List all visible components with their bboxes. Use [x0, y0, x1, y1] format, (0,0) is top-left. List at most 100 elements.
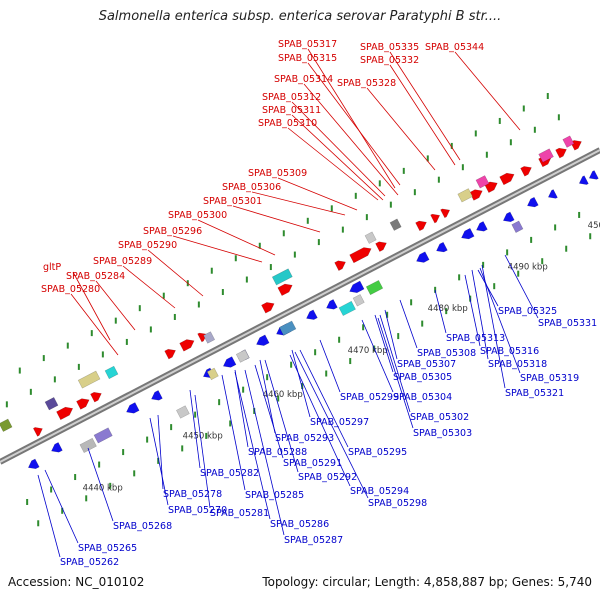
scale-tick — [306, 217, 309, 224]
feature-box-shape — [235, 349, 250, 363]
scale-tick — [205, 432, 208, 439]
feature-box-shape — [44, 397, 59, 411]
feature-box — [338, 300, 356, 317]
forward-gene-shape — [469, 189, 483, 201]
leader-line — [377, 317, 414, 429]
feature-box-shape — [457, 188, 473, 203]
scale-tick — [37, 520, 40, 527]
gene-label-forward: SPAB_05300 — [168, 210, 227, 221]
feature-box-shape — [176, 405, 190, 419]
leader-line — [479, 267, 521, 374]
scale-tick — [421, 320, 424, 327]
feature-box — [79, 437, 97, 453]
leader-line — [254, 364, 284, 459]
reverse-gene-shape — [126, 402, 140, 414]
feature-box — [475, 175, 490, 189]
feature-box — [44, 397, 59, 411]
feature-box-shape — [562, 135, 575, 148]
forward-gene-shape — [440, 208, 451, 219]
feature-box — [77, 370, 101, 389]
scale-tick — [173, 313, 176, 320]
feature-box — [457, 188, 473, 203]
gene-label-reverse: SPAB_05305 — [393, 372, 452, 383]
scale-tick — [386, 311, 389, 318]
gene-label-reverse: SPAB_05319 — [520, 373, 579, 384]
reverse-gene — [527, 196, 539, 208]
leader-line — [379, 314, 411, 413]
feature-box-shape — [79, 437, 97, 453]
scale-tick — [365, 214, 368, 221]
gene-label-reverse: SPAB_05308 — [417, 348, 476, 359]
scale-tick — [157, 457, 160, 464]
forward-gene — [261, 302, 275, 314]
scale-tick — [138, 305, 141, 312]
gene-label-reverse: SPAB_05281 — [210, 508, 269, 519]
leader-line — [374, 314, 394, 373]
scale-tick — [458, 274, 461, 281]
map-title: Salmonella enterica subsp. enterica sero… — [98, 9, 502, 24]
leader-line — [307, 48, 396, 189]
feature-box — [271, 268, 293, 286]
scale-tick — [258, 242, 261, 249]
leader-line — [291, 114, 384, 201]
scale-tick — [133, 470, 136, 477]
scale-tick — [74, 474, 77, 481]
reverse-gene-shape — [547, 189, 558, 199]
scale-tick — [170, 424, 173, 431]
gene-label-reverse: SPAB_05268 — [113, 521, 172, 532]
scale-tick — [317, 239, 320, 246]
feature-box-shape — [389, 218, 402, 231]
reverse-gene-shape — [256, 334, 270, 346]
gene-label-forward: SPAB_05301 — [203, 196, 262, 207]
leader-line — [147, 249, 204, 297]
gene-label-forward: SPAB_05311 — [262, 105, 321, 116]
feature-box — [235, 349, 250, 363]
leader-line — [399, 299, 418, 349]
scale-tick — [109, 482, 112, 489]
scale-tick — [53, 376, 56, 383]
forward-gene-shape — [375, 241, 387, 252]
gene-label-reverse: SPAB_05282 — [200, 468, 259, 479]
leader-line — [44, 469, 79, 544]
reverse-gene — [51, 442, 63, 453]
scale-tick — [42, 355, 45, 362]
leader-line — [287, 127, 379, 201]
feature-box — [0, 418, 13, 432]
gene-label-forward: SPAB_05280 — [41, 284, 100, 295]
scale-tick — [325, 370, 328, 377]
feature-box — [562, 135, 575, 148]
genome-summary-text: Topology: circular; Length: 4,858,887 bp… — [262, 575, 592, 589]
reverse-gene-shape — [588, 170, 599, 180]
feature-box — [538, 148, 554, 163]
leader-line — [87, 447, 114, 522]
gene-label-reverse: SPAB_05298 — [368, 498, 427, 509]
scale-tick — [546, 93, 549, 100]
forward-gene-shape — [415, 220, 427, 232]
reverse-gene-shape — [527, 196, 539, 208]
forward-gene-shape — [334, 260, 346, 271]
gene-label-forward: SPAB_05289 — [93, 256, 152, 267]
forward-gene-shape — [499, 172, 515, 186]
scale-tick — [101, 351, 104, 358]
scale-tick — [565, 245, 568, 252]
feature-box-shape — [77, 370, 101, 389]
feature-box-shape — [364, 231, 377, 244]
gene-label-forward: SPAB_05312 — [262, 92, 321, 103]
forward-gene — [277, 283, 293, 297]
forward-gene-shape — [261, 302, 275, 314]
gene-label-reverse: SPAB_05262 — [60, 557, 119, 568]
leader-line — [504, 254, 539, 319]
feature-box-shape — [104, 365, 119, 380]
reverse-gene — [151, 390, 163, 401]
leader-line — [389, 64, 456, 166]
scale-tick — [197, 301, 200, 308]
forward-gene-shape — [555, 147, 567, 159]
forward-gene — [520, 166, 532, 177]
scale-tick — [557, 114, 560, 121]
gene-label-forward: SPAB_05284 — [66, 271, 125, 282]
scale-tick — [341, 226, 344, 233]
gene-label-forward: SPAB_05309 — [248, 168, 307, 179]
scale-tick — [229, 420, 232, 427]
gene-label-forward: SPAB_05328 — [337, 78, 396, 89]
leader-line — [471, 269, 489, 360]
